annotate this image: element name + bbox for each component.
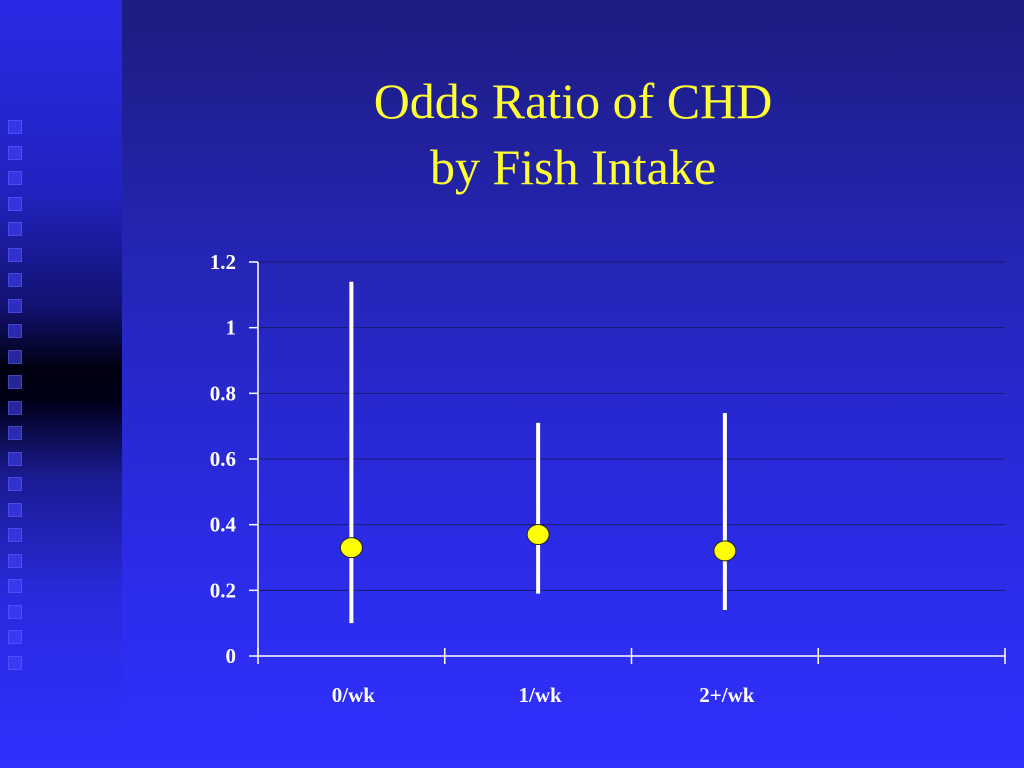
y-tick-label: 0.4 — [210, 513, 237, 537]
x-tick-label: 2+/wk — [699, 683, 754, 707]
y-tick-label: 1 — [226, 316, 237, 340]
x-tick-label: 0/wk — [332, 683, 376, 707]
y-tick-label: 0.2 — [210, 578, 236, 602]
y-tick-label: 0.8 — [210, 381, 236, 405]
y-tick-label: 0.6 — [210, 447, 236, 471]
y-tick-label: 1.2 — [210, 250, 236, 274]
data-point — [714, 541, 736, 561]
x-tick-label: 1/wk — [519, 683, 563, 707]
data-point — [340, 538, 362, 558]
y-tick-label: 0 — [226, 644, 237, 668]
data-point — [527, 525, 549, 545]
